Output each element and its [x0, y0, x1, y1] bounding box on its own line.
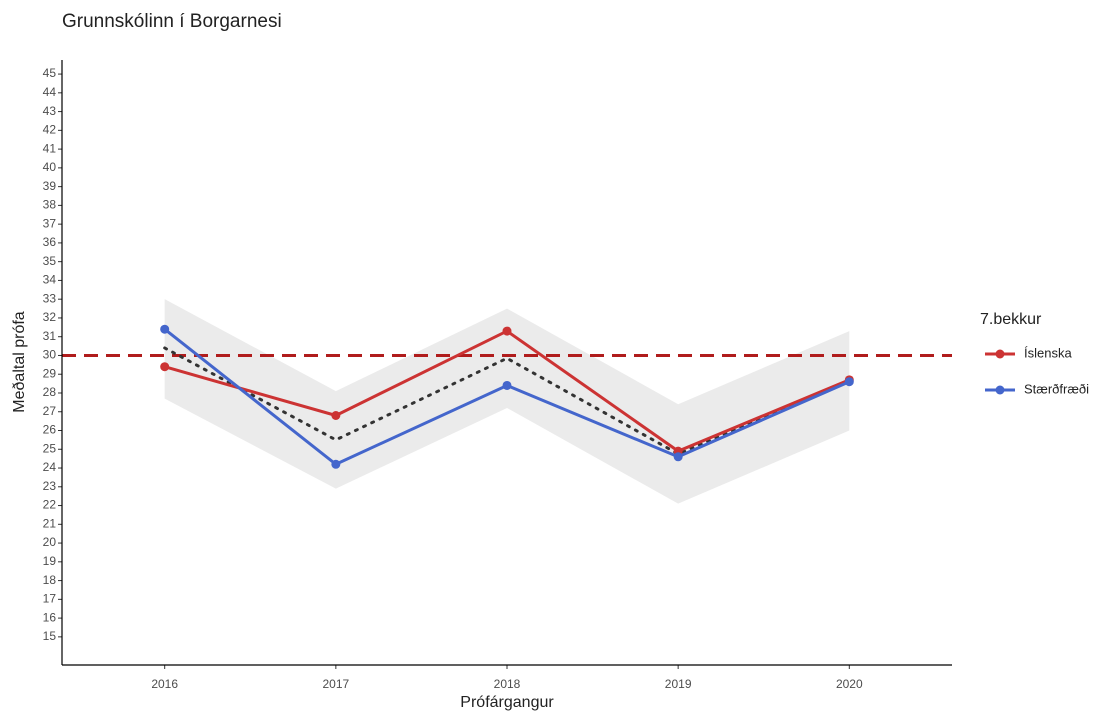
y-tick-label: 33: [43, 291, 57, 305]
y-tick-label: 40: [43, 160, 57, 174]
y-tick-label: 45: [43, 66, 57, 80]
x-tick-label: 2019: [665, 677, 692, 691]
legend-marker: [995, 349, 1005, 359]
legend-label: Stærðfræði: [1024, 381, 1089, 396]
point: [160, 324, 170, 334]
y-tick-label: 37: [43, 216, 57, 230]
y-tick-label: 24: [43, 460, 57, 474]
y-tick-label: 23: [43, 479, 57, 493]
y-tick-label: 32: [43, 310, 57, 324]
x-axis-title: Prófárgangur: [460, 694, 554, 711]
y-tick-label: 21: [43, 516, 57, 530]
y-tick-label: 26: [43, 423, 57, 437]
y-tick-label: 19: [43, 554, 57, 568]
y-tick-label: 39: [43, 179, 57, 193]
y-tick-label: 43: [43, 104, 57, 118]
point: [160, 362, 170, 372]
y-tick-label: 44: [43, 85, 57, 99]
y-tick-label: 35: [43, 254, 57, 268]
point: [502, 380, 512, 390]
point: [844, 377, 854, 387]
point: [331, 459, 341, 469]
chart-title: Grunnskólinn í Borgarnesi: [62, 11, 282, 32]
y-tick-label: 20: [43, 535, 57, 549]
legend-title: 7.bekkur: [980, 311, 1042, 328]
point: [331, 410, 341, 420]
y-tick-label: 15: [43, 629, 57, 643]
x-tick-label: 2020: [836, 677, 863, 691]
y-tick-label: 17: [43, 592, 57, 606]
x-tick-label: 2018: [494, 677, 521, 691]
y-tick-label: 25: [43, 441, 57, 455]
y-tick-label: 29: [43, 366, 57, 380]
point: [673, 452, 683, 462]
legend-label: Íslenska: [1024, 345, 1072, 360]
y-tick-label: 31: [43, 329, 57, 343]
y-tick-label: 34: [43, 273, 57, 287]
y-tick-label: 22: [43, 498, 57, 512]
y-tick-label: 30: [43, 348, 57, 362]
x-tick-label: 2016: [151, 677, 178, 691]
x-tick-label: 2017: [322, 677, 349, 691]
y-tick-label: 18: [43, 573, 57, 587]
y-axis-title: Meðaltal prófa: [11, 311, 28, 412]
y-tick-label: 27: [43, 404, 57, 418]
y-tick-label: 41: [43, 141, 57, 155]
y-tick-label: 38: [43, 198, 57, 212]
y-tick-label: 16: [43, 610, 57, 624]
trend-line: [163, 346, 851, 456]
y-tick-label: 28: [43, 385, 57, 399]
point: [502, 326, 512, 336]
legend-marker: [995, 385, 1005, 395]
y-tick-label: 42: [43, 123, 57, 137]
y-tick-label: 36: [43, 235, 57, 249]
